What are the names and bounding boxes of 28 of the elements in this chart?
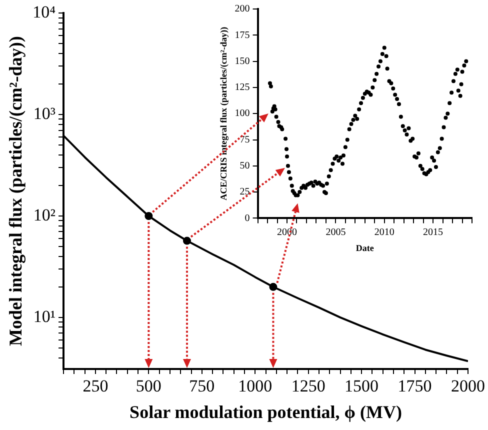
x-tick-label: 2005 xyxy=(326,226,346,238)
y-tick-label: 0 xyxy=(244,212,250,224)
y-axis-title: ACE/CRIS integral flux (particles/(cm²-day)) xyxy=(218,26,229,200)
y-tick-label: 10² xyxy=(33,205,56,224)
y-tick-label: 10¹ xyxy=(33,306,56,326)
x-axis-title: Solar modulation potential, ϕ (MV) xyxy=(130,402,402,422)
y-tick-label: 175 xyxy=(234,30,250,41)
y-axis-title: Model integral flux (particles/(cm²-day)) xyxy=(5,36,26,346)
x-tick-label: 1250 xyxy=(291,376,326,396)
x-tick-label: 1000 xyxy=(238,376,272,396)
y-tick-label: 200 xyxy=(234,4,250,15)
x-tick-label: 750 xyxy=(189,376,215,396)
y-tick-label: 10³ xyxy=(33,104,56,124)
x-tick-label: 2000 xyxy=(277,226,298,238)
x-tick-label: 2015 xyxy=(423,226,444,238)
y-tick-label: 100 xyxy=(234,108,250,120)
x-tick-label: 2000 xyxy=(451,376,485,396)
y-tick-label: 125 xyxy=(234,82,250,94)
x-tick-label: 1500 xyxy=(344,376,379,396)
y-tick-label: 10⁴ xyxy=(32,2,56,22)
x-tick-label: 250 xyxy=(82,376,108,396)
x-tick-label: 2010 xyxy=(374,226,394,238)
x-axis-title: Date xyxy=(356,242,374,253)
y-tick-label: 25 xyxy=(240,186,250,198)
x-tick-label: 1750 xyxy=(398,376,432,396)
y-tick-label: 50 xyxy=(240,160,250,172)
y-tick-label: 150 xyxy=(234,56,250,67)
x-tick-label: 500 xyxy=(136,376,162,396)
